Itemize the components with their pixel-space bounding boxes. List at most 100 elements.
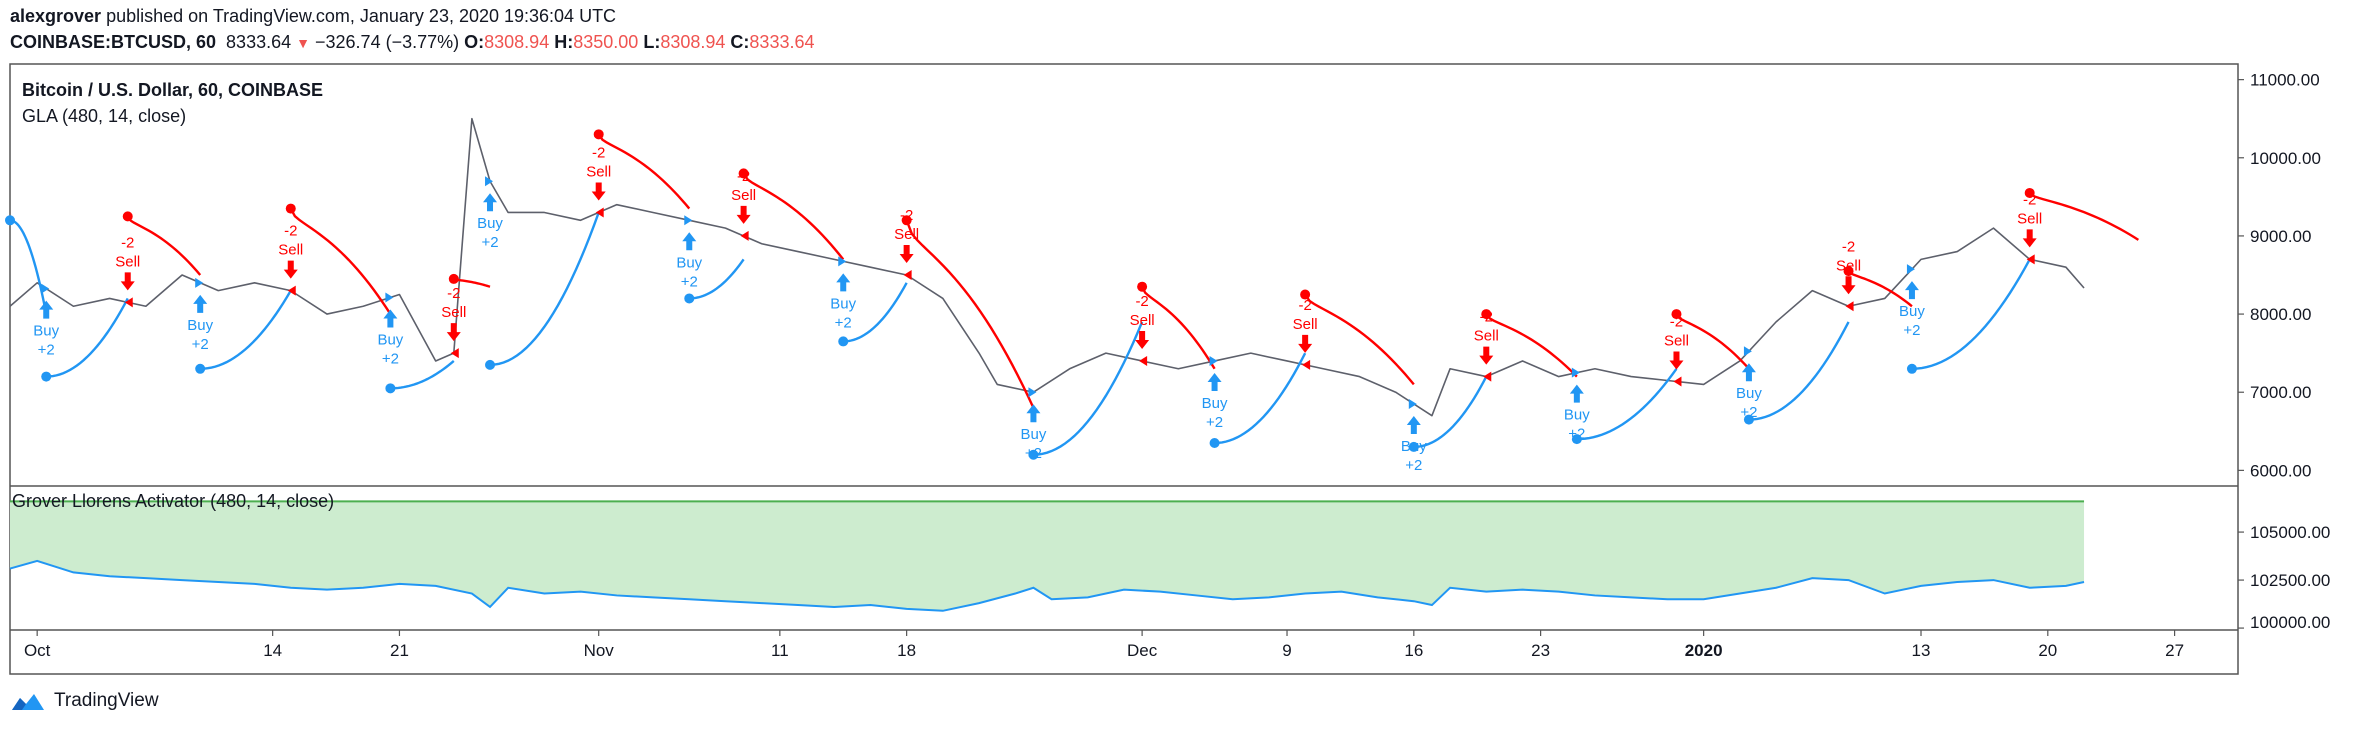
time-tick-label: Nov xyxy=(584,641,615,660)
gla-sell-segment-20 xyxy=(1675,313,1750,370)
gla-buy-start-dot-15 xyxy=(1209,438,1220,449)
buy-arrow-icon xyxy=(836,273,851,292)
buy-signal-20: Buy +2 xyxy=(1736,346,1762,421)
activator-line xyxy=(9,559,2085,612)
buy-flag-icon xyxy=(1408,398,1417,409)
buy-arrow-icon xyxy=(1026,404,1041,423)
gla-buy-start-dot-13 xyxy=(1028,449,1039,460)
gla-sell-start-dot-12 xyxy=(901,215,912,226)
buy-label: Buy xyxy=(377,331,403,348)
time-tick-label: 2020 xyxy=(1685,641,1723,660)
gla-buy-segment-11 xyxy=(843,282,908,343)
sell-flag-icon xyxy=(287,285,296,296)
activator-fill-area xyxy=(10,501,2085,611)
buy-amount: +2 xyxy=(1405,457,1422,474)
buy-label: Buy xyxy=(1401,438,1427,455)
time-axis: Oct 14 21 Nov 11 18 Dec 9 16 23 2020 13 20 27 xyxy=(24,630,2184,660)
sell-signal-17: Sell -2 xyxy=(1474,309,1499,382)
time-tick-label: Dec xyxy=(1127,641,1158,660)
price-tick-label: 11000.00 xyxy=(2250,71,2320,90)
gla-sell-segment-24 xyxy=(2028,191,2140,241)
buy-amount: +2 xyxy=(1206,414,1223,431)
sell-flag-icon xyxy=(903,270,912,280)
gla-buy-start-dot-7 xyxy=(485,359,496,370)
sell-amount: -2 xyxy=(1842,238,1855,255)
sell-label: Sell xyxy=(278,242,303,259)
high-label: H: xyxy=(554,32,574,52)
price-tick-label: 8000.00 xyxy=(2250,305,2311,324)
sell-label: Sell xyxy=(586,163,611,180)
buy-signal-18: Buy +2 xyxy=(1564,367,1590,443)
gla-buy-start-dot-11 xyxy=(838,336,849,347)
buy-flag-icon xyxy=(684,215,693,226)
sell-arrow-icon xyxy=(591,182,606,201)
sell-signal-5: Sell -2 xyxy=(441,285,466,359)
gla-buy-segment-19 xyxy=(1576,368,1678,441)
sell-amount: -2 xyxy=(1135,293,1148,310)
tradingview-brand: TradingView xyxy=(54,690,159,711)
activator-tick-label: 105000.00 xyxy=(2250,523,2330,542)
sell-label: Sell xyxy=(1836,257,1861,274)
sell-flag-icon xyxy=(2026,254,2035,265)
buy-signal-12: Buy +2 xyxy=(1021,387,1047,462)
buy-arrow-icon xyxy=(383,309,398,328)
gla-buy-segment-5 xyxy=(390,360,455,390)
time-tick-label: 27 xyxy=(2165,641,2184,660)
open-label: O: xyxy=(464,32,485,52)
buy-amount: +2 xyxy=(382,350,399,367)
buy-label: Buy xyxy=(1202,395,1228,412)
gla-buy-segment-7 xyxy=(489,212,600,367)
gla-buy-segment-13 xyxy=(1033,321,1144,456)
sell-label: Sell xyxy=(441,304,466,321)
gla-buy-start-dot-5 xyxy=(385,383,396,394)
buy-amount: +2 xyxy=(481,234,498,251)
sell-label: Sell xyxy=(1293,316,1318,333)
activator-tick-label: 102500.00 xyxy=(2250,571,2330,590)
gla-sell-segment-10 xyxy=(742,172,845,261)
gla-sell-segment-14 xyxy=(1141,286,1216,370)
sell-flag-icon xyxy=(124,297,133,308)
sell-label: Sell xyxy=(1664,332,1689,349)
sell-arrow-icon xyxy=(736,205,751,224)
sell-flag-icon xyxy=(1139,355,1148,366)
chart-area[interactable]: Buy +2 Sell -2 Buy +2 Sell -2 Buy +2 Sell -2 Buy +2 Se… xyxy=(0,0,2354,680)
gla-sell-start-dot-8 xyxy=(593,129,604,140)
sell-signal-13: Sell -2 xyxy=(1130,293,1155,366)
gla-sell-start-dot-24 xyxy=(2024,187,2035,198)
time-tick-label: Oct xyxy=(24,641,51,660)
gla-sell-segment-2 xyxy=(126,215,202,276)
ohlc-bar: COINBASE:BTCUSD, 60 8333.64 ▼ −326.74 (−… xyxy=(10,32,815,53)
buy-signal-16: Buy +2 xyxy=(1401,398,1427,474)
sell-flag-icon xyxy=(1845,301,1854,312)
author-name[interactable]: alexgrover xyxy=(10,6,102,26)
gla-sell-start-dot-2 xyxy=(122,211,133,222)
price-axis: 11000.00 10000.00 9000.00 8000.00 7000.00 600… xyxy=(2238,71,2330,632)
buy-amount: +2 xyxy=(1568,426,1585,443)
sell-signal-7: Sell -2 xyxy=(586,144,611,218)
sell-arrow-icon xyxy=(446,323,461,342)
buy-signal-10: Buy +2 xyxy=(830,256,857,331)
buy-arrow-icon xyxy=(1741,363,1756,382)
gla-buy-segment-15 xyxy=(1214,352,1307,445)
time-tick-label: 23 xyxy=(1531,641,1550,660)
gla-sell-segment-22 xyxy=(1847,270,1913,308)
sell-signal-23: Sell -2 xyxy=(2017,191,2042,265)
buy-amount: +2 xyxy=(1740,404,1757,421)
gla-sell-segment-6 xyxy=(453,277,491,288)
buy-arrow-icon xyxy=(483,193,498,212)
buy-label: Buy xyxy=(1564,407,1590,424)
tradingview-footer[interactable]: TradingView xyxy=(10,690,159,712)
buy-arrow-icon xyxy=(1207,372,1222,391)
gla-sell-segment-8 xyxy=(597,133,691,210)
buy-arrow-icon xyxy=(1904,281,1919,300)
sell-arrow-icon xyxy=(1669,351,1684,370)
buy-amount: +2 xyxy=(835,314,852,331)
close-value: 8333.64 xyxy=(749,32,815,52)
gla-buy-start-dot-23 xyxy=(1906,363,1917,374)
buy-flag-icon xyxy=(1571,367,1580,378)
gla-buy-start-dot-9 xyxy=(684,293,695,304)
gla-sell-start-dot-4 xyxy=(285,203,296,214)
activator-pane xyxy=(9,500,2085,612)
sell-flag-icon xyxy=(1483,371,1492,382)
sell-signal-9: Sell -2 xyxy=(731,168,756,241)
